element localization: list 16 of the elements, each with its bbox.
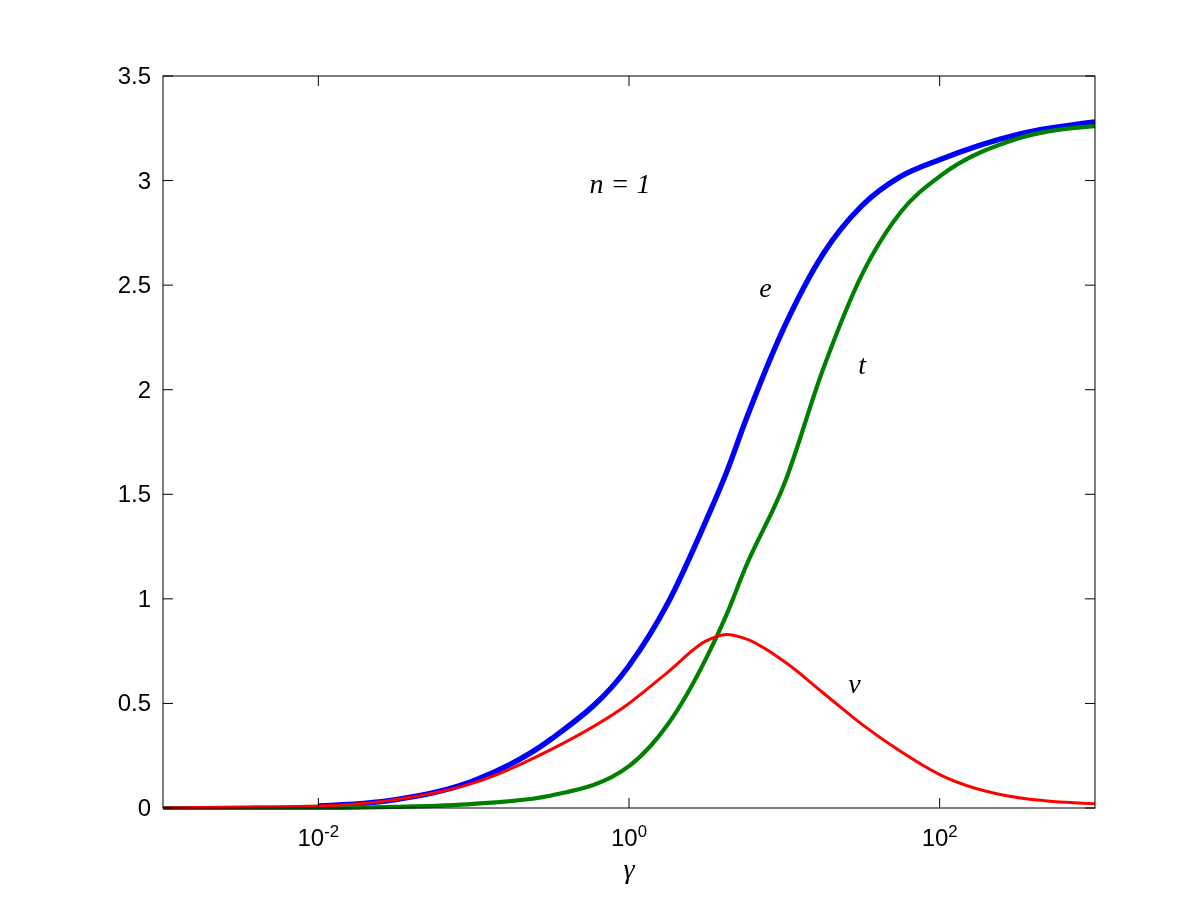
y-tick-label: 3 bbox=[137, 166, 151, 194]
series-label: e bbox=[759, 271, 772, 303]
x-tick-label: 10$^{2}$ bbox=[921, 821, 958, 851]
y-tick-label: 1 bbox=[137, 584, 151, 612]
y-tick-label: 2.5 bbox=[117, 271, 151, 299]
x-tick-label: 10$^{0}$ bbox=[610, 821, 648, 851]
y-tick-label: 2 bbox=[137, 375, 151, 403]
y-tick-label: 3.5 bbox=[117, 62, 151, 89]
series-label: v bbox=[848, 667, 862, 699]
annotation: n = 1 bbox=[589, 168, 651, 199]
x-tick-label: 10$^{-2}$ bbox=[297, 821, 340, 851]
y-tick-label: 1.5 bbox=[117, 480, 151, 508]
y-tick-label: 0.5 bbox=[117, 689, 151, 717]
y-tick-label: 0 bbox=[137, 794, 151, 821]
x-axis-title: γ bbox=[623, 853, 636, 884]
series-label: t bbox=[858, 348, 868, 380]
